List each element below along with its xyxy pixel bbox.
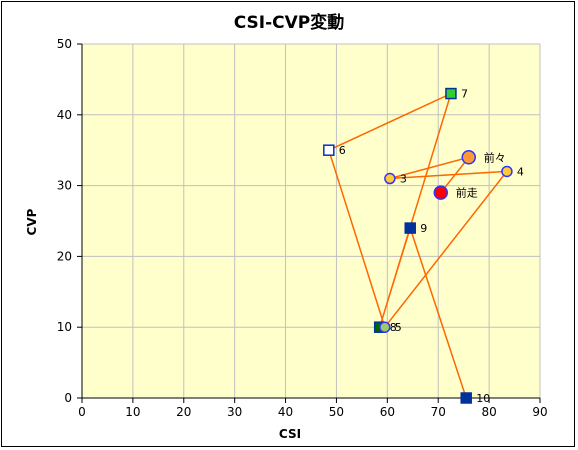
plot-area: 0 10 20 30 40 50 60 70 80 90 0 10 20 30 40 50 10 9 8 7 6 5 4 3 前… bbox=[57, 37, 548, 419]
x-tick-label: 60 bbox=[380, 405, 395, 419]
x-tick-label: 20 bbox=[176, 405, 191, 419]
point-label: 10 bbox=[476, 392, 490, 405]
y-tick-label: 20 bbox=[57, 249, 72, 263]
point-label: 4 bbox=[517, 165, 524, 178]
plot-background bbox=[82, 44, 540, 398]
point-marker bbox=[323, 144, 335, 156]
series-line bbox=[327, 92, 509, 399]
y-tick-label: 10 bbox=[57, 320, 72, 334]
y-axis-title: CVP bbox=[25, 208, 39, 235]
point-marker bbox=[460, 392, 472, 404]
point-label: 前々 bbox=[484, 150, 506, 164]
y-tick-label: 50 bbox=[57, 37, 72, 51]
x-tick-label: 30 bbox=[227, 405, 242, 419]
x-tick-label: 10 bbox=[125, 405, 140, 419]
x-tick-label: 70 bbox=[431, 405, 446, 419]
y-tick-label: 0 bbox=[64, 391, 72, 405]
x-tick-label: 40 bbox=[278, 405, 293, 419]
point-marker bbox=[461, 150, 477, 165]
point-label: 前走 bbox=[456, 186, 478, 200]
x-axis-title: CSI bbox=[279, 427, 301, 441]
point-marker bbox=[445, 87, 457, 100]
point-marker bbox=[384, 172, 396, 185]
point-label: 6 bbox=[339, 144, 346, 157]
point-label: 5 bbox=[395, 321, 402, 334]
point-label: 8 bbox=[390, 321, 397, 334]
x-tick-label: 0 bbox=[78, 405, 86, 419]
point-label: 9 bbox=[420, 222, 427, 235]
x-tick-label: 50 bbox=[329, 405, 344, 419]
point-marker bbox=[404, 222, 416, 234]
point-label: 3 bbox=[400, 173, 407, 186]
x-tick-label: 80 bbox=[481, 405, 496, 419]
y-tick-label: 30 bbox=[57, 179, 72, 193]
x-tick-label: 90 bbox=[532, 405, 547, 419]
point-marker bbox=[433, 185, 449, 200]
point-marker bbox=[501, 165, 513, 178]
chart-title: CSI-CVP変動 bbox=[234, 12, 345, 33]
point-label: 7 bbox=[461, 88, 468, 101]
point-marker bbox=[379, 321, 391, 333]
y-tick-label: 40 bbox=[57, 108, 72, 122]
